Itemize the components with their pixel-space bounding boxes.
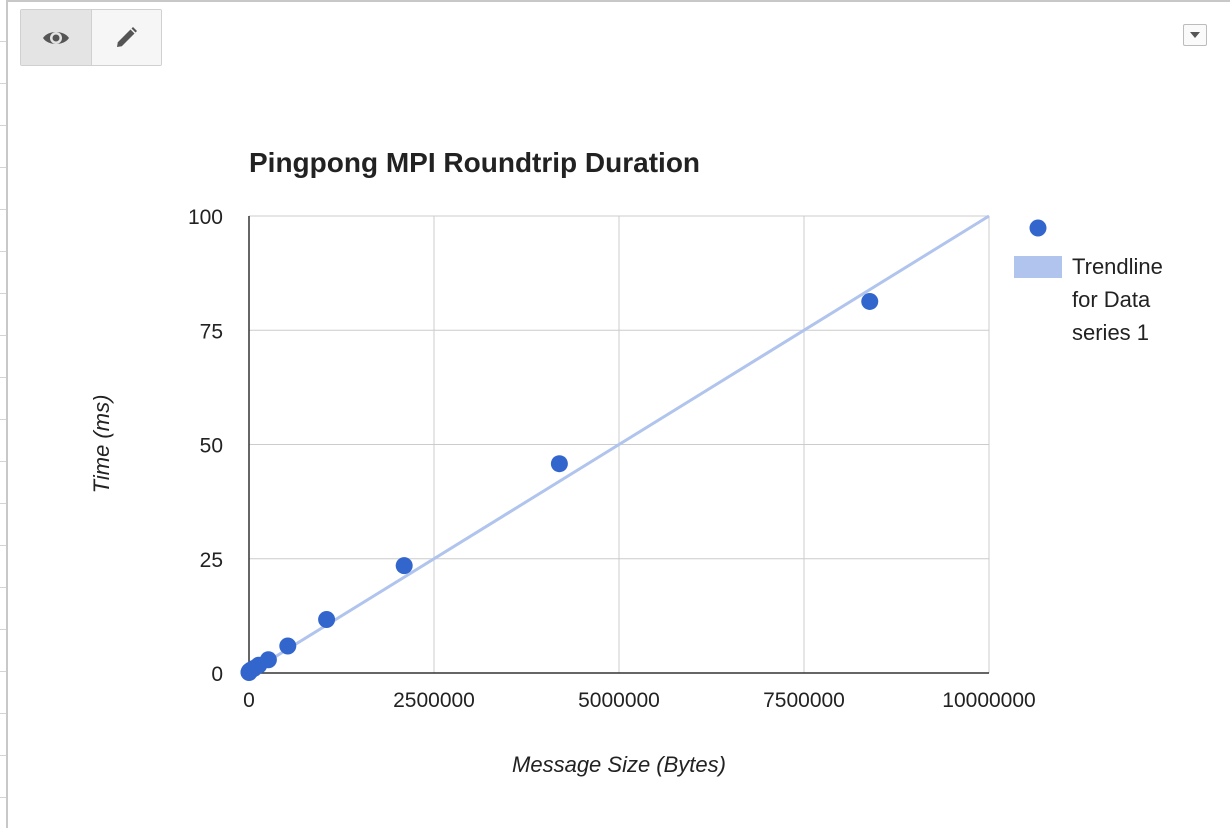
data-point [395,557,413,575]
x-tick-label: 10000000 [942,689,1035,712]
chart-toolbar [20,9,162,66]
y-axis-label: Time (ms) [89,395,114,494]
pencil-icon [117,26,138,47]
trendline-layer [248,214,990,675]
x-tick-label: 2500000 [393,689,475,712]
chart-frame [6,0,1230,828]
y-tick-label: 0 [211,663,223,686]
data-point [279,637,297,655]
x-tick-label: 5000000 [578,689,660,712]
data-point [861,292,879,310]
legend-series-marker [1029,219,1047,237]
data-point [259,651,277,669]
view-button[interactable] [21,10,92,65]
legend-trendline-swatch [1014,256,1062,278]
legend-trendline-label: Trendline [1072,254,1163,279]
edit-button[interactable] [91,10,161,65]
legend-trendline-label: series 1 [1072,320,1149,345]
trendline [248,214,990,675]
data-point [550,455,568,473]
x-axis-label: Message Size (Bytes) [512,752,726,777]
data-points [240,292,879,682]
chart-menu-button[interactable] [1183,24,1207,46]
data-point [318,611,336,629]
y-tick-label: 25 [200,549,223,572]
y-tick-label: 100 [188,206,223,229]
y-tick-label: 50 [200,435,223,458]
y-tick-label: 75 [200,320,223,343]
legend: Trendline for Data series 1 [1014,219,1163,345]
x-tick-label: 0 [243,689,255,712]
chart-title: Pingpong MPI Roundtrip Duration [249,147,700,178]
dropdown-arrow-icon [1190,32,1200,38]
axes: 0 2500000 5000000 7500000 10000000 0 25 50 75 100 [188,206,1036,712]
grid [249,215,990,673]
legend-trendline-label: for Data [1072,287,1151,312]
eye-icon [42,31,69,44]
x-tick-label: 7500000 [763,689,845,712]
sheet-edge [0,0,6,828]
